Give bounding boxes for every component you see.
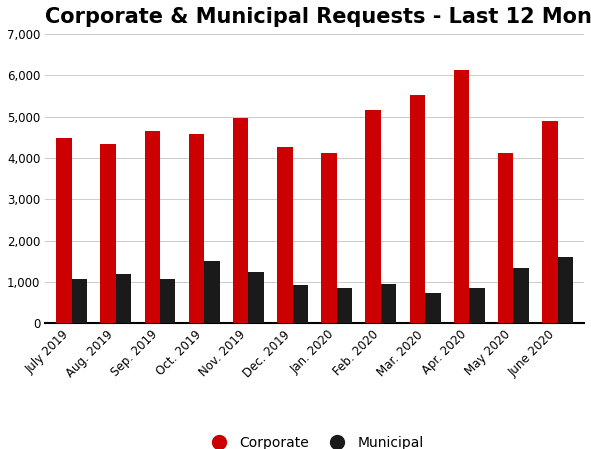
Bar [381,284,397,323]
Bar [542,121,557,323]
Bar [100,144,116,323]
Bar [160,279,176,323]
Bar [233,118,248,323]
Bar [116,274,131,323]
Bar [204,261,220,323]
Bar [337,288,352,323]
Bar [189,134,204,323]
Legend: Corporate, Municipal: Corporate, Municipal [199,430,430,449]
Bar [557,257,573,323]
Bar [469,288,485,323]
Bar [145,131,160,323]
Bar [365,110,381,323]
Bar [514,268,529,323]
Bar [293,285,308,323]
Bar [410,95,425,323]
Bar [498,153,514,323]
Bar [277,147,293,323]
Bar [425,293,440,323]
Bar [72,279,87,323]
Text: Corporate & Municipal Requests - Last 12 Months: Corporate & Municipal Requests - Last 12… [45,7,591,27]
Bar [454,70,469,323]
Bar [248,272,264,323]
Bar [322,153,337,323]
Bar [56,138,72,323]
